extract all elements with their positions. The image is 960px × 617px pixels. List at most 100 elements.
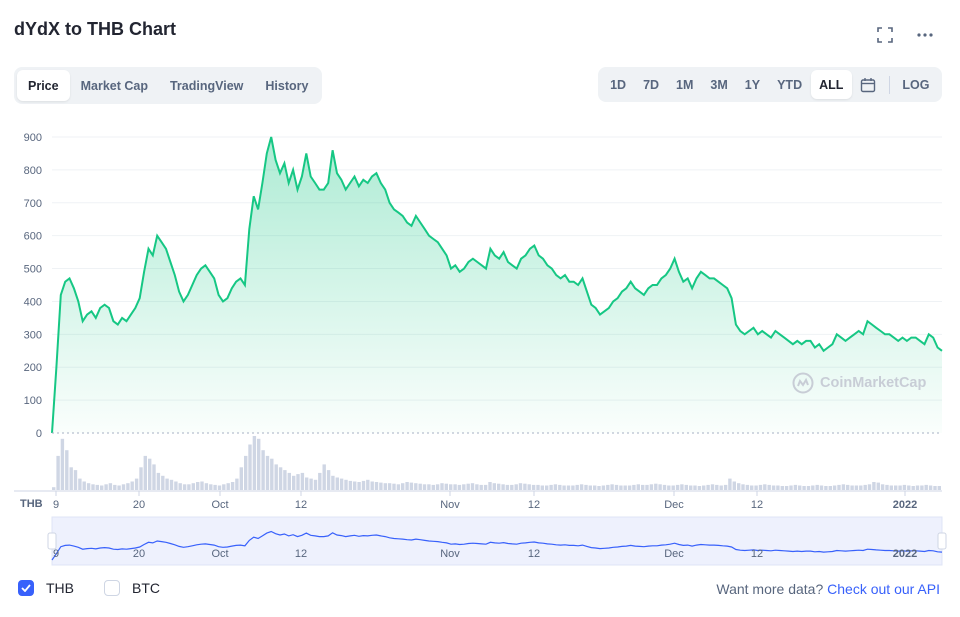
volume-bar [545, 485, 549, 490]
volume-bar [758, 484, 763, 490]
y-tick-label: 100 [24, 395, 42, 407]
volume-bar [684, 484, 688, 490]
volume-bar [675, 484, 680, 490]
navigator-left-handle[interactable] [47, 532, 57, 550]
y-tick-label: 900 [24, 132, 42, 144]
volume-bar [553, 484, 558, 490]
volume-bar [933, 486, 937, 490]
y-tick-label: 800 [24, 165, 42, 177]
tab-market-cap[interactable]: Market Cap [80, 78, 148, 93]
volume-bar [846, 484, 850, 490]
volume-bar [667, 485, 671, 490]
volume-bar [654, 483, 658, 490]
volume-bar [78, 478, 82, 490]
volume-bar [915, 485, 920, 490]
calendar-icon[interactable] [852, 70, 885, 99]
volume-bar [488, 482, 492, 490]
volume-bar [693, 485, 697, 490]
volume-bar [73, 470, 78, 490]
y-axis-ticks: 0 100 200 300 400 500 600 700 800 900 [24, 132, 42, 440]
volume-bar [331, 475, 335, 490]
check-icon [21, 584, 31, 592]
volume-bar [313, 479, 318, 490]
volume-bar [427, 484, 431, 490]
x-tick-label: Oct [211, 499, 228, 511]
y-tick-label: 400 [24, 296, 42, 308]
tab-price[interactable]: Price [17, 70, 70, 101]
range-7d[interactable]: 7D [643, 77, 660, 92]
range-1y[interactable]: 1Y [744, 77, 761, 92]
volume-bar [606, 484, 610, 490]
navigator-tick-label: Nov [440, 548, 460, 560]
volume-bar [161, 475, 165, 490]
volume-bar [811, 485, 815, 490]
volume-bar [623, 485, 627, 490]
volume-bar [597, 486, 601, 490]
volume-bar [798, 485, 802, 490]
watermark-text: CoinMarketCap [820, 375, 927, 391]
volume-bar [134, 478, 139, 490]
volume-bar [492, 483, 496, 490]
volume-bar [732, 481, 736, 490]
volume-bar [776, 485, 780, 490]
range-ytd[interactable]: YTD [777, 77, 803, 92]
tab-history[interactable]: History [265, 78, 309, 93]
volume-bar [593, 485, 597, 490]
x-tick-label: Nov [440, 499, 460, 511]
volume-bar [387, 483, 392, 490]
range-1m[interactable]: 1M [676, 77, 694, 92]
volume-bar [117, 485, 121, 490]
y-tick-label: 600 [24, 231, 42, 243]
volume-bar [244, 455, 248, 490]
volume-bar [802, 486, 806, 490]
range-all[interactable]: ALL [810, 70, 852, 99]
range-3m[interactable]: 3M [710, 77, 728, 92]
volume-bar [501, 484, 505, 490]
volume-bar [737, 483, 741, 490]
volume-bar [889, 485, 893, 490]
volume-bar [784, 486, 789, 490]
tab-tradingview[interactable]: TradingView [169, 78, 244, 93]
y-tick-label: 300 [24, 329, 42, 341]
checkbox-btc[interactable] [104, 580, 120, 596]
legend-item-thb[interactable]: THB [18, 580, 74, 596]
volume-bar [86, 483, 91, 490]
more-options-icon[interactable] [916, 26, 934, 44]
volume-bar [209, 484, 213, 490]
volume-bar [230, 482, 235, 490]
volume-bar [497, 483, 501, 490]
volume-bar [680, 484, 684, 490]
volume-bar [239, 467, 243, 490]
volume-bar [518, 483, 523, 490]
navigator-right-handle[interactable] [937, 532, 947, 550]
fullscreen-icon[interactable] [876, 26, 894, 44]
volume-bar [475, 484, 479, 490]
volume-bar [121, 484, 126, 490]
range-1d[interactable]: 1D [610, 77, 627, 92]
volume-bar [867, 484, 872, 490]
volume-bar [527, 484, 531, 490]
volume-bar [348, 480, 353, 490]
volume-bar [292, 475, 296, 490]
api-link[interactable]: Check out our API [827, 581, 940, 597]
price-line [51, 136, 943, 434]
volume-bar [710, 484, 715, 490]
volume-bar [187, 484, 191, 490]
volume-bar [579, 484, 584, 490]
volume-bar [435, 484, 440, 490]
log-scale-toggle[interactable]: LOG [902, 77, 930, 92]
legend-item-btc[interactable]: BTC [104, 580, 160, 596]
volume-bar [401, 483, 405, 490]
volume-bar [562, 485, 566, 490]
volume-bar [662, 484, 667, 490]
checkbox-thb[interactable] [18, 580, 34, 596]
y-tick-label: 500 [24, 264, 42, 276]
volume-bar [449, 484, 453, 490]
volume-bar [457, 484, 462, 490]
volume-bar [374, 482, 379, 490]
volume-bar [156, 472, 161, 490]
volume-bar [750, 485, 754, 490]
x-tick-label: 12 [751, 499, 763, 511]
volume-bar [815, 484, 819, 490]
volume-bar [418, 483, 422, 490]
